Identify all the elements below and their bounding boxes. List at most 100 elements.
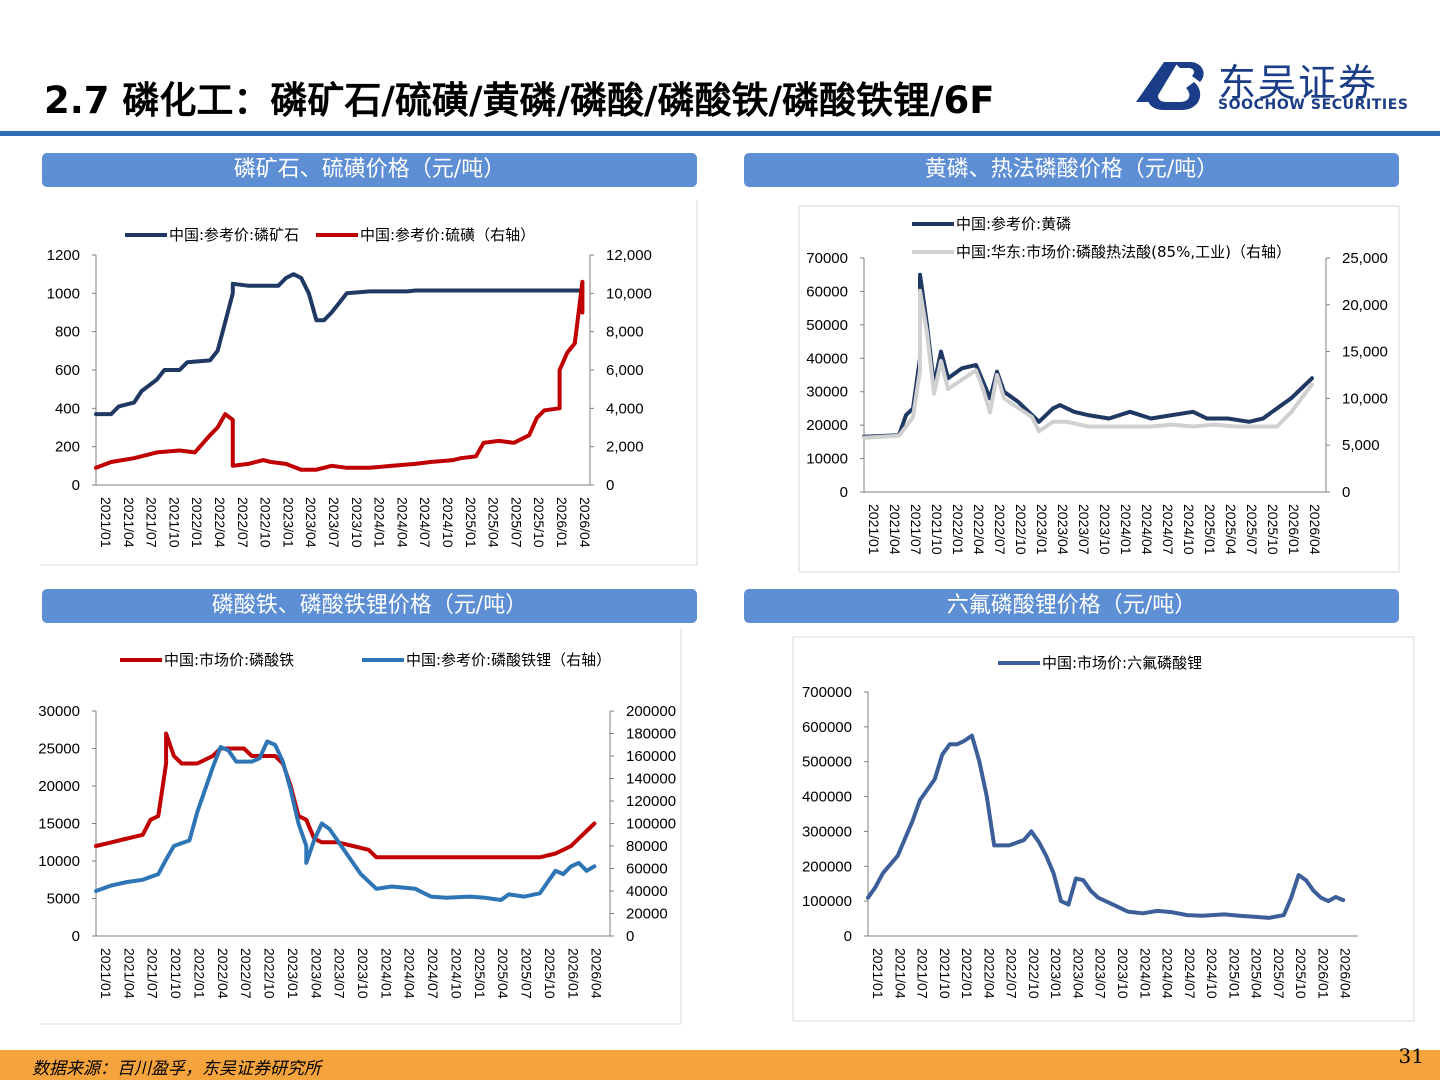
chart-2-x-tick-label: 2026/04 (589, 948, 605, 999)
chart-3-frame-left (792, 636, 1414, 1021)
chart-0-x-tick-label: 2021/07 (144, 497, 160, 548)
chart-2-x-tick-label: 2025/04 (495, 948, 511, 999)
chart-3-x-tick-label: 2023/01 (1048, 948, 1064, 999)
chart-1-x-tick-label: 2023/04 (1055, 504, 1071, 555)
chart-2-y2-tick-label: 60000 (626, 861, 668, 878)
chart-2-x-tick-label: 2023/10 (355, 948, 371, 999)
chart-1-y-tick-label: 0 (840, 484, 848, 501)
logo-chinese-name: 东吴证券 (1218, 61, 1379, 105)
chart-2-x-tick-label: 2023/04 (308, 948, 324, 999)
chart-1-y2-tick-label: 10,000 (1342, 390, 1388, 407)
chart-1-x-tick-label: 2022/01 (950, 504, 966, 555)
chart-2-series-0-line (94, 731, 597, 860)
chart-0-x-tick-label: 2024/10 (440, 497, 456, 548)
panel-heading-phosphate-rock-sulfur: 磷矿石、硫磺价格（元/吨） (42, 153, 697, 187)
chart-3-x-tick-label: 2026/01 (1315, 948, 1331, 999)
chart-0-x-tick-label: 2025/07 (508, 497, 524, 548)
chart-1-x-tick-label: 2025/01 (1202, 504, 1218, 555)
chart-1-y-tick-label: 60000 (806, 283, 848, 300)
chart-1-x-tick-label: 2023/01 (1034, 504, 1050, 555)
chart-0-y2-tick-label: 4,000 (606, 400, 644, 417)
chart-0-x-tick-label: 2022/07 (235, 497, 251, 548)
chart-2-y2-tick-label: 0 (626, 928, 634, 945)
chart-3-y-tick-label: 600000 (802, 719, 852, 736)
chart-0-y2-tick-label: 8,000 (606, 324, 644, 341)
chart-3-frame (793, 637, 1415, 1022)
chart-3-x-tick-label: 2023/10 (1115, 948, 1131, 999)
chart-0-legend-label-0: 中国:参考价:磷矿石 (169, 226, 299, 244)
chart-2-x-tick-label: 2021/10 (168, 948, 184, 999)
chart-2-x-tick-label: 2024/01 (378, 948, 394, 999)
chart-2-frame (40, 628, 682, 1025)
chart-3-y-tick-label: 0 (844, 928, 852, 945)
chart-3-x-tick-label: 2022/10 (1026, 948, 1042, 999)
chart-3-x-tick-label: 2023/04 (1070, 948, 1086, 999)
chart-0-y-tick-label: 1000 (47, 285, 80, 302)
chart-2-x-tick-label: 2024/04 (402, 948, 418, 999)
chart-1-series-1-line (862, 288, 1314, 440)
chart-0-y2-tick-label: 6,000 (606, 362, 644, 379)
chart-2-y-tick-label: 10000 (38, 853, 80, 870)
chart-3-y-tick-label: 300000 (802, 823, 852, 840)
chart-1-x-tick-label: 2026/01 (1286, 504, 1302, 555)
chart-3-series-0-line (866, 733, 1346, 920)
chart-2-x-tick-label: 2021/01 (98, 948, 114, 999)
chart-1-x-tick-label: 2025/07 (1244, 504, 1260, 555)
chart-0-y-tick-label: 800 (55, 324, 80, 341)
chart-2-x-tick-label: 2022/10 (262, 948, 278, 999)
chart-3-x-tick-label: 2021/10 (937, 948, 953, 999)
chart-3-x-tick-label: 2024/01 (1137, 948, 1153, 999)
chart-2-x-tick-label: 2021/04 (121, 948, 137, 999)
chart-1-y-tick-label: 10000 (806, 451, 848, 468)
chart-2-y2-tick-label: 20000 (626, 906, 668, 923)
chart-1-frame-left (798, 205, 1399, 572)
chart-1-y2-tick-label: 20,000 (1342, 297, 1388, 314)
chart-0-y2-tick-label: 2,000 (606, 439, 644, 456)
chart-1-x-tick-label: 2022/10 (1013, 504, 1029, 555)
chart-3-x-tick-label: 2024/07 (1182, 948, 1198, 999)
chart-1-frame (799, 206, 1400, 573)
brand-logo: 东吴证券 SOOCHOW SECURITIES (1130, 54, 1410, 118)
chart-2-legend-label-0: 中国:市场价:磷酸铁 (164, 651, 294, 669)
chart-3-x-tick-label: 2021/01 (870, 948, 886, 999)
chart-0-series-1-line (94, 279, 585, 472)
page-title: 2.7 磷化工：磷矿石/硫磺/黄磷/磷酸/磷酸铁/磷酸铁锂/6F (44, 79, 995, 122)
chart-2-y-tick-label: 25000 (38, 741, 80, 758)
chart-3-x-tick-label: 2025/01 (1226, 948, 1242, 999)
chart-1-legend-label-0: 中国:参考价:黄磷 (956, 215, 1071, 233)
chart-0-y2-tick-label: 10,000 (606, 285, 652, 302)
chart-1-x-tick-label: 2024/01 (1118, 504, 1134, 555)
chart-2-x-tick-label: 2021/07 (145, 948, 161, 999)
chart-3-y-tick-label: 400000 (802, 789, 852, 806)
chart-2-x-tick-label: 2024/10 (448, 948, 464, 999)
chart-3-legend-label-0: 中国:市场价:六氟磷酸锂 (1042, 654, 1202, 672)
chart-0-x-tick-label: 2022/10 (258, 497, 274, 548)
chart-2-legend-label-1: 中国:参考价:磷酸铁锂（右轴） (406, 651, 611, 669)
chart-1-x-tick-label: 2024/07 (1160, 504, 1176, 555)
chart-2-y-tick-label: 30000 (38, 703, 80, 720)
chart-1-y-tick-label: 70000 (806, 250, 848, 267)
logo-english-name: SOOCHOW SECURITIES (1218, 97, 1409, 113)
chart-3-x-tick-label: 2021/07 (915, 948, 931, 999)
chart-0-x-tick-label: 2022/01 (189, 497, 205, 548)
chart-1-x-tick-label: 2021/04 (887, 504, 903, 555)
chart-0-x-tick-label: 2023/07 (326, 497, 342, 548)
chart-0-x-tick-label: 2025/04 (486, 497, 502, 548)
chart-1-x-tick-label: 2025/10 (1265, 504, 1281, 555)
chart-0-x-tick-label: 2026/04 (577, 497, 593, 548)
chart-1-y2-tick-label: 0 (1342, 484, 1350, 501)
chart-2-y2-tick-label: 140000 (626, 771, 676, 788)
chart-2-x-tick-label: 2023/01 (285, 948, 301, 999)
chart-2-y2-tick-label: 200000 (626, 703, 676, 720)
chart-2-x-tick-label: 2022/04 (215, 948, 231, 999)
chart-1-x-tick-label: 2024/10 (1181, 504, 1197, 555)
chart-3-y-tick-label: 500000 (802, 754, 852, 771)
chart-0-x-tick-label: 2025/10 (531, 497, 547, 548)
chart-3-y-tick-label: 100000 (802, 893, 852, 910)
chart-2-y2-tick-label: 80000 (626, 838, 668, 855)
chart-0-x-tick-label: 2024/07 (417, 497, 433, 548)
chart-0-x-tick-label: 2021/10 (166, 497, 182, 548)
chart-3-x-tick-label: 2022/07 (1004, 948, 1020, 999)
footer-bar: 数据来源：百川盈孚，东吴证券研究所 (0, 1050, 1440, 1080)
chart-2-y-tick-label: 5000 (47, 891, 80, 908)
